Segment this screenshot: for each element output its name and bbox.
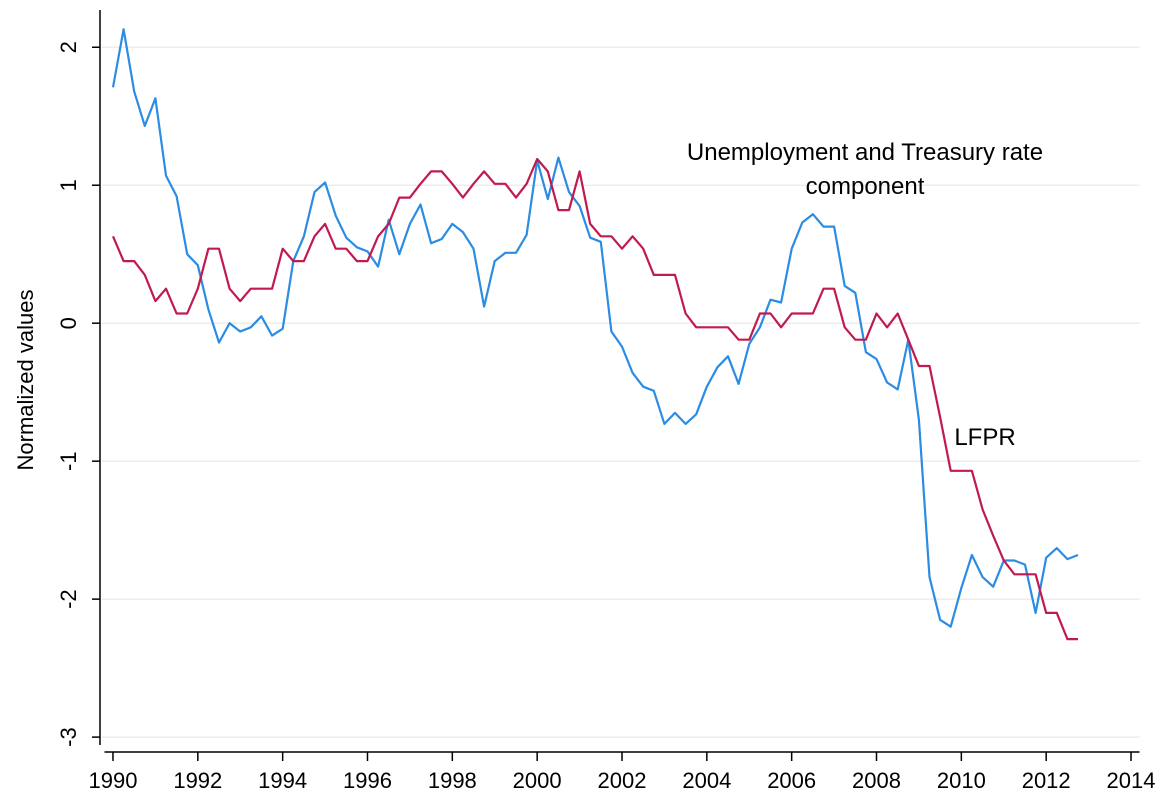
- x-tick-label: 2000: [513, 768, 562, 793]
- x-tick-label: 1996: [343, 768, 392, 793]
- y-tick-label: 1: [56, 179, 81, 191]
- series-label-line: component: [806, 173, 925, 200]
- x-tick-label: 1990: [89, 768, 138, 793]
- series-line: [111, 28, 1079, 628]
- series-label: Unemployment and Treasury rate component: [687, 139, 1043, 200]
- y-tick-label: -1: [56, 451, 81, 471]
- x-tick-label: 1992: [173, 768, 222, 793]
- series-label-line: Unemployment and Treasury rate: [687, 139, 1043, 166]
- y-tick-label: -2: [56, 589, 81, 609]
- y-tick-label: -3: [56, 727, 81, 747]
- series-line: [111, 157, 1078, 641]
- x-tick-label: 2006: [767, 768, 816, 793]
- series-label: LFPR: [954, 424, 1015, 451]
- x-tick-label: 1994: [258, 768, 307, 793]
- y-axis-label: Normalized values: [13, 290, 38, 471]
- x-tick-label: 1998: [428, 768, 477, 793]
- x-tick-label: 2014: [1107, 768, 1156, 793]
- x-tick-label: 2002: [598, 768, 647, 793]
- y-tick-label: 0: [56, 317, 81, 329]
- x-tick-label: 2004: [682, 768, 731, 793]
- x-tick-label: 2008: [852, 768, 901, 793]
- x-tick-label: 2012: [1022, 768, 1071, 793]
- x-tick-label: 2010: [937, 768, 986, 793]
- y-tick-label: 2: [56, 41, 81, 53]
